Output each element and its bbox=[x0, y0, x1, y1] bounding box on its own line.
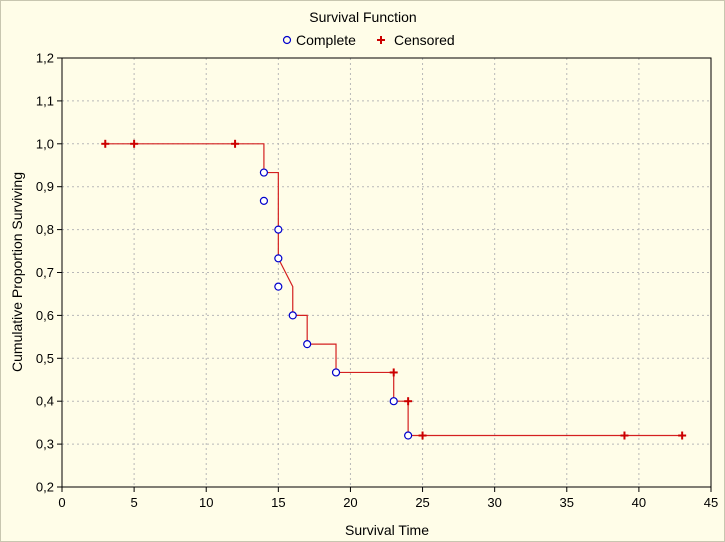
legend-censored-label: Censored bbox=[394, 32, 455, 48]
complete-point bbox=[331, 368, 341, 377]
legend-complete-label: Complete bbox=[296, 32, 356, 48]
x-tick-label: 45 bbox=[704, 495, 718, 510]
y-tick-label: 1,2 bbox=[36, 51, 54, 66]
complete-point bbox=[259, 168, 269, 177]
x-tick-label: 10 bbox=[199, 495, 213, 510]
complete-point bbox=[303, 340, 312, 349]
survival-step-line bbox=[105, 143, 683, 437]
y-tick-label: 0,9 bbox=[36, 179, 54, 194]
complete-point bbox=[274, 254, 283, 263]
y-tick-label: 0,6 bbox=[36, 308, 54, 323]
censored-point bbox=[101, 139, 110, 148]
y-tick-label: 0,7 bbox=[36, 265, 54, 280]
censored-point bbox=[620, 431, 629, 440]
complete-point bbox=[259, 196, 269, 205]
censored-point bbox=[389, 368, 398, 377]
legend: Complete Censored bbox=[282, 32, 455, 48]
legend-complete-marker bbox=[282, 35, 292, 45]
censored-point bbox=[418, 431, 427, 440]
data-points bbox=[101, 139, 687, 440]
complete-point bbox=[389, 397, 398, 406]
y-tick-label: 1,0 bbox=[36, 136, 54, 151]
y-axis: 0,2 0,3 0,4 0,5 0,6 0,7 0,8 0,9 1,0 1,1 1,2 bbox=[36, 51, 62, 495]
chart-title: Survival Function bbox=[309, 9, 416, 25]
x-tick-label: 35 bbox=[560, 495, 574, 510]
y-tick-label: 0,5 bbox=[36, 351, 54, 366]
x-tick-label: 20 bbox=[343, 495, 357, 510]
complete-point bbox=[404, 431, 413, 440]
complete-point bbox=[274, 282, 283, 291]
censored-point bbox=[404, 397, 413, 406]
x-tick-label: 30 bbox=[487, 495, 501, 510]
x-tick-label: 40 bbox=[632, 495, 646, 510]
censored-point bbox=[678, 431, 687, 440]
censored-point bbox=[130, 139, 139, 148]
x-tick-label: 25 bbox=[415, 495, 429, 510]
y-tick-label: 0,4 bbox=[36, 394, 54, 409]
y-tick-label: 1,1 bbox=[36, 93, 54, 108]
x-tick-label: 5 bbox=[130, 495, 137, 510]
complete-point bbox=[274, 225, 283, 234]
y-tick-label: 0,3 bbox=[36, 437, 54, 452]
x-tick-label: 15 bbox=[271, 495, 285, 510]
y-tick-label: 0,8 bbox=[36, 222, 54, 237]
y-axis-title: Cumulative Proportion Surviving bbox=[9, 172, 25, 372]
complete-point bbox=[288, 311, 297, 320]
x-axis-title: Survival Time bbox=[345, 522, 429, 538]
censored-point bbox=[231, 139, 240, 148]
x-tick-label: 0 bbox=[58, 495, 65, 510]
grid bbox=[62, 58, 711, 487]
y-tick-label: 0,2 bbox=[36, 480, 54, 495]
x-axis: 0 5 10 15 20 25 30 35 40 45 bbox=[58, 487, 718, 510]
legend-censored-marker bbox=[377, 36, 385, 44]
